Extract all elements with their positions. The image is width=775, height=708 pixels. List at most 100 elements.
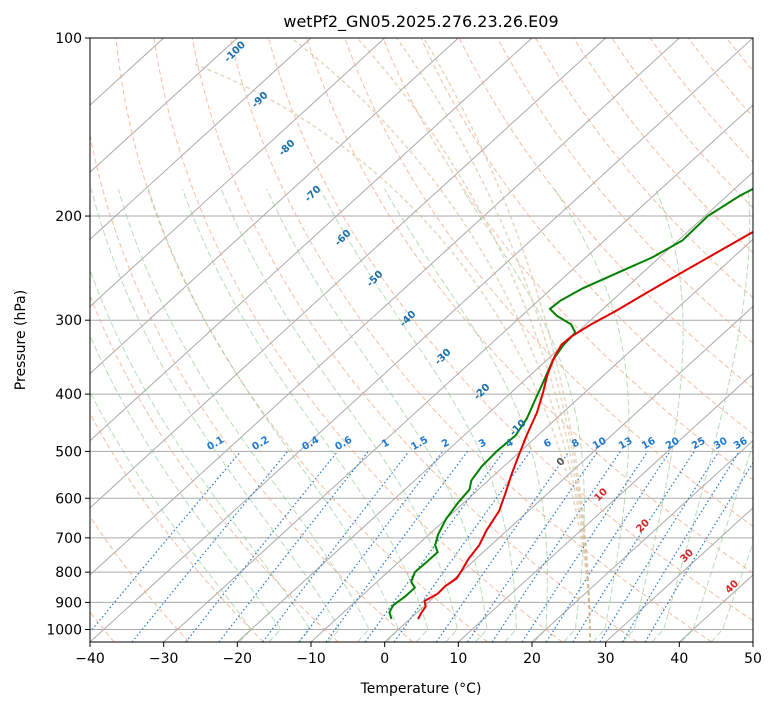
- moist-adiabat-label: 40: [723, 578, 741, 596]
- plot-frame: [89, 37, 754, 643]
- dry-adiabat: [535, 38, 753, 299]
- dewpoint-profile: [388, 187, 753, 620]
- mixing-ratio-label: 30: [712, 436, 730, 453]
- mixing-ratio-label: 36: [732, 436, 750, 453]
- height-label: -20: [472, 382, 493, 403]
- mixing-ratio-line: [599, 451, 720, 642]
- mixing-ratio-label: 8: [570, 437, 582, 450]
- height-label: -60: [333, 228, 354, 249]
- mixing-ratio-line: [572, 451, 695, 642]
- height-label: -50: [365, 269, 386, 290]
- dry-adiabat: [420, 38, 753, 435]
- moist-adiabat-label: 0: [555, 456, 568, 469]
- x-tick-label: −10: [296, 651, 326, 667]
- isotherm-line: [90, 38, 459, 375]
- y-tick-label: 800: [55, 565, 82, 581]
- dry-adiabat: [649, 38, 753, 163]
- x-tick-label: 10: [449, 651, 467, 667]
- y-tick-label: 1000: [46, 622, 82, 638]
- dry-adiabat: [687, 38, 753, 118]
- mixing-ratio-line: [325, 451, 468, 642]
- moist-adiabat: [117, 188, 370, 642]
- height-label: -70: [303, 184, 324, 205]
- mixing-ratio-label: 3: [477, 437, 489, 450]
- moist-adiabat: [651, 188, 751, 642]
- mixing-ratio-line: [185, 451, 339, 642]
- height-curve: [395, 38, 591, 642]
- isotherm-line: [384, 305, 753, 642]
- y-tick-label: 600: [55, 491, 82, 507]
- height-curve: [289, 38, 591, 642]
- y-tick-label: 300: [55, 313, 82, 329]
- mixing-ratio-line: [545, 451, 671, 642]
- dry-adiabat: [90, 132, 414, 642]
- mixing-ratio-line: [131, 451, 289, 642]
- mixing-ratio-line: [491, 451, 621, 642]
- height-label: -40: [398, 309, 419, 330]
- x-tick-label: 30: [597, 651, 615, 667]
- y-tick-label: 400: [55, 387, 82, 403]
- x-tick-label: −20: [223, 651, 253, 667]
- y-tick-label: 500: [55, 444, 82, 460]
- x-tick-label: 50: [744, 651, 762, 667]
- y-tick-label: 200: [55, 209, 82, 225]
- moist-adiabat: [622, 188, 684, 642]
- x-tick-label: −30: [149, 651, 179, 667]
- dry-adiabat: [90, 412, 264, 642]
- mixing-ratio-line: [364, 451, 505, 642]
- mixing-ratio-label: 16: [640, 436, 658, 453]
- dry-adiabat: [573, 38, 753, 254]
- mixing-ratio-line: [466, 451, 599, 642]
- dry-adiabat: [306, 38, 753, 574]
- chart-title: wetPf2_GN05.2025.276.23.26.E09: [283, 12, 558, 32]
- moist-adiabat: [90, 390, 252, 642]
- isotherm-line: [90, 38, 607, 509]
- mixing-ratio-line: [393, 451, 531, 642]
- dry-adiabat: [496, 38, 753, 344]
- isotherm-line: [605, 507, 753, 642]
- height-label: -100: [222, 39, 248, 65]
- isotherm-line: [531, 439, 753, 642]
- y-tick-label: 100: [55, 31, 82, 47]
- dry-adiabat: [268, 38, 753, 622]
- moist-adiabat: [181, 188, 429, 642]
- moist-adiabat: [384, 188, 548, 642]
- x-tick-label: 40: [670, 651, 688, 667]
- height-curve: [422, 38, 591, 642]
- mixing-ratio-label: 4: [504, 437, 516, 450]
- isotherm-line: [90, 38, 680, 576]
- temperature-profile: [417, 230, 753, 620]
- x-tick-label: 0: [380, 651, 389, 667]
- dry-adiabat: [726, 38, 753, 72]
- contour-labels: 0.1 0.2 0.4 0.6 1 1.5 2 3 4 6 8 10 13 16 20 25 30 36-100-…: [205, 39, 749, 596]
- height-label: -80: [277, 138, 298, 159]
- dry-adiabat: [191, 38, 638, 642]
- mixing-ratio-line: [521, 451, 649, 642]
- background-lines: [90, 38, 753, 642]
- isotherm-line: [163, 104, 753, 642]
- mixing-ratio-label: 2: [440, 437, 452, 450]
- isotherm-line: [457, 372, 753, 642]
- mixing-ratio-label: 0.4: [300, 435, 321, 453]
- moist-adiabat: [461, 188, 585, 642]
- mixing-ratio-line: [90, 451, 242, 633]
- mixing-ratio-label: 0.1: [205, 435, 226, 453]
- mixing-ratio-label: 20: [664, 436, 682, 453]
- mixing-ratio-label: 25: [690, 436, 708, 453]
- y-tick-label: 700: [55, 531, 82, 547]
- x-axis-title: Temperature (°C): [360, 681, 482, 697]
- moist-adiabat: [710, 541, 753, 642]
- y-axis-title: Pressure (hPa): [13, 290, 29, 390]
- mixing-ratio-label: 6: [542, 437, 554, 450]
- isotherm-line: [90, 38, 753, 642]
- isotherm-line: [90, 38, 386, 308]
- height-curve: [356, 38, 591, 642]
- mixing-ratio-label: 0.6: [333, 435, 354, 453]
- moist-adiabat: [148, 188, 399, 642]
- moist-adiabat: [90, 188, 341, 642]
- mixing-ratio-line: [435, 451, 570, 642]
- moist-adiabat: [319, 188, 517, 642]
- dry-adiabat: [229, 38, 712, 642]
